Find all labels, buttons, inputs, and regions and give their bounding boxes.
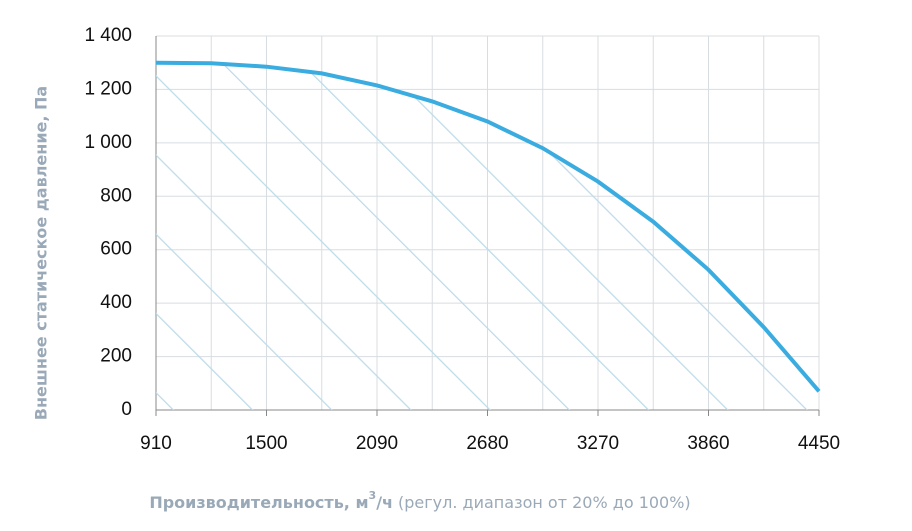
x-axis-title-note: (регул. диапазон от 20% до 100%) bbox=[398, 493, 691, 512]
line bbox=[155, 60, 821, 393]
y-tick-label: 0 bbox=[121, 399, 132, 420]
x-tick-label: 2090 bbox=[356, 433, 398, 454]
x-tick-label: 910 bbox=[140, 433, 172, 454]
area bbox=[156, 62, 819, 410]
x-tick-label: 3860 bbox=[687, 433, 729, 454]
x-tick-label: 1500 bbox=[245, 433, 287, 454]
x-axis-title: Производительность, м3/ч (регул. диапазон… bbox=[149, 489, 690, 512]
x-axis-title-sup: 3 bbox=[369, 489, 377, 502]
y-tick-label: 800 bbox=[100, 185, 132, 206]
y-tick-label: 600 bbox=[100, 239, 132, 260]
y-tick-label: 1 400 bbox=[84, 25, 132, 46]
y-tick-label: 1 200 bbox=[84, 78, 132, 99]
y-tick-label: 400 bbox=[100, 292, 132, 313]
x-axis-title-unit: /ч bbox=[376, 493, 393, 512]
x-tick-label: 4450 bbox=[798, 433, 840, 454]
x-tick-label: 2680 bbox=[466, 433, 508, 454]
y-tick-label: 200 bbox=[100, 346, 132, 367]
y-axis-title: Внешнее статическое давление, Па bbox=[32, 86, 51, 420]
y-tick-label: 1 000 bbox=[84, 132, 132, 153]
x-tick-label: 3270 bbox=[577, 433, 619, 454]
x-axis-title-main: Производительность, м bbox=[149, 493, 368, 512]
